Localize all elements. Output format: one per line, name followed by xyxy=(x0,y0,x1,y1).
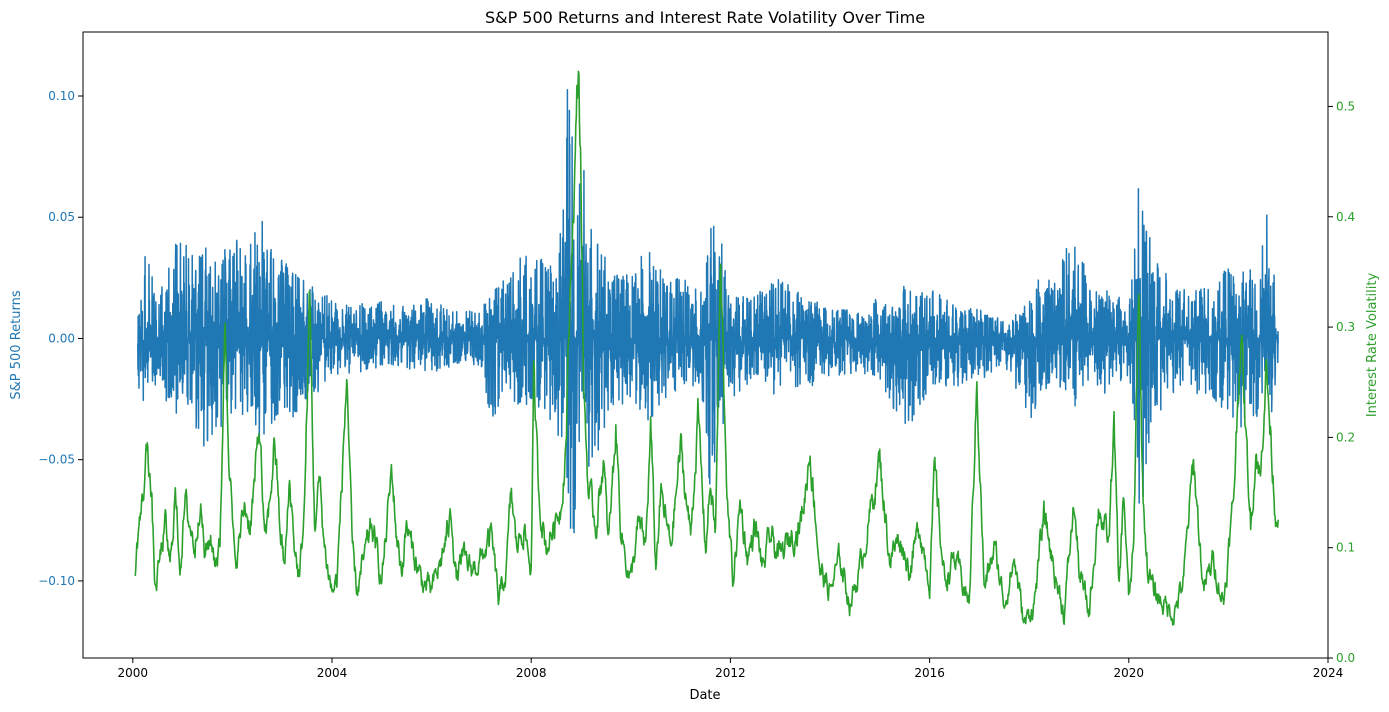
x-axis-label: Date xyxy=(689,688,720,703)
y-right-tick-label: 0.1 xyxy=(1336,541,1355,555)
y-right-tick-label: 0.4 xyxy=(1336,210,1355,224)
series-sp500-returns xyxy=(137,88,1279,534)
chart-title: S&P 500 Returns and Interest Rate Volati… xyxy=(485,8,925,27)
x-tick-label: 2024 xyxy=(1313,666,1344,680)
x-tick-label: 2016 xyxy=(914,666,945,680)
y-left-tick-label: 0.05 xyxy=(48,210,75,224)
y-right-tick-label: 0.5 xyxy=(1336,99,1355,113)
series-interest-rate-volatility xyxy=(134,70,1279,626)
y-axis-left-label: S&P 500 Returns xyxy=(9,290,24,399)
y-right-tick-label: 0.2 xyxy=(1336,430,1355,444)
x-tick-label: 2012 xyxy=(715,666,746,680)
y-left-tick-label: −0.10 xyxy=(38,574,75,588)
x-tick-label: 2000 xyxy=(118,666,149,680)
y-axis-right-label: Interest Rate Volatility xyxy=(1365,273,1380,418)
x-tick-label: 2020 xyxy=(1114,666,1145,680)
y-left-tick-label: 0.10 xyxy=(48,89,75,103)
x-tick-label: 2008 xyxy=(516,666,547,680)
y-right-tick-label: 0.0 xyxy=(1336,651,1355,665)
y-left-tick-label: −0.05 xyxy=(38,453,75,467)
series-layer xyxy=(134,70,1279,626)
x-tick-label: 2004 xyxy=(317,666,348,680)
y-right-tick-label: 0.3 xyxy=(1336,320,1355,334)
x-axis: 2000 2004 2008 2012 2016 2020 2024 xyxy=(118,658,1344,680)
plot-frame xyxy=(82,31,1329,659)
y-axis-right: 0.0 0.1 0.2 0.3 0.4 0.5 xyxy=(1328,99,1355,665)
y-axis-left: −0.10 −0.05 0.00 0.05 0.10 xyxy=(38,89,83,588)
y-left-tick-label: 0.00 xyxy=(48,331,75,345)
